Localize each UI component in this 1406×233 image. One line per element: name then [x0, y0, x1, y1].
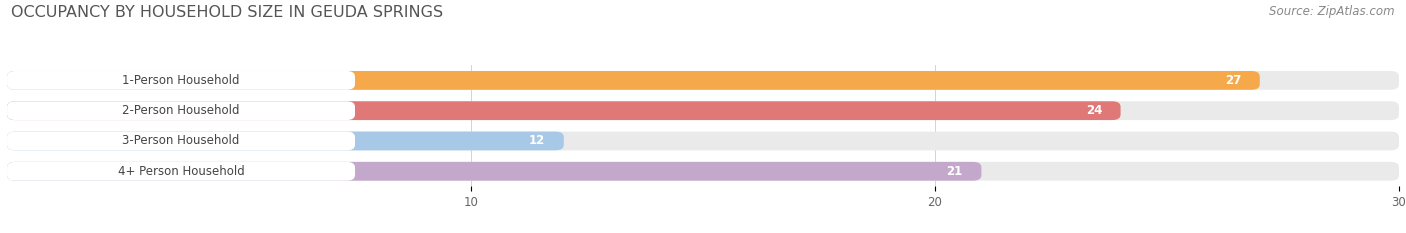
FancyBboxPatch shape — [7, 101, 354, 120]
Text: Source: ZipAtlas.com: Source: ZipAtlas.com — [1270, 5, 1395, 18]
FancyBboxPatch shape — [7, 71, 1399, 90]
FancyBboxPatch shape — [7, 132, 354, 150]
FancyBboxPatch shape — [7, 132, 564, 150]
FancyBboxPatch shape — [7, 71, 1260, 90]
Text: 12: 12 — [529, 134, 546, 147]
FancyBboxPatch shape — [7, 101, 1399, 120]
Text: 21: 21 — [946, 165, 963, 178]
Text: OCCUPANCY BY HOUSEHOLD SIZE IN GEUDA SPRINGS: OCCUPANCY BY HOUSEHOLD SIZE IN GEUDA SPR… — [11, 5, 443, 20]
FancyBboxPatch shape — [7, 162, 981, 181]
FancyBboxPatch shape — [7, 101, 1121, 120]
FancyBboxPatch shape — [7, 162, 354, 181]
Text: 4+ Person Household: 4+ Person Household — [118, 165, 245, 178]
Text: 27: 27 — [1225, 74, 1241, 87]
FancyBboxPatch shape — [7, 132, 1399, 150]
Text: 3-Person Household: 3-Person Household — [122, 134, 239, 147]
FancyBboxPatch shape — [7, 71, 354, 90]
Text: 24: 24 — [1085, 104, 1102, 117]
FancyBboxPatch shape — [7, 162, 1399, 181]
Text: 1-Person Household: 1-Person Household — [122, 74, 240, 87]
Text: 2-Person Household: 2-Person Household — [122, 104, 240, 117]
